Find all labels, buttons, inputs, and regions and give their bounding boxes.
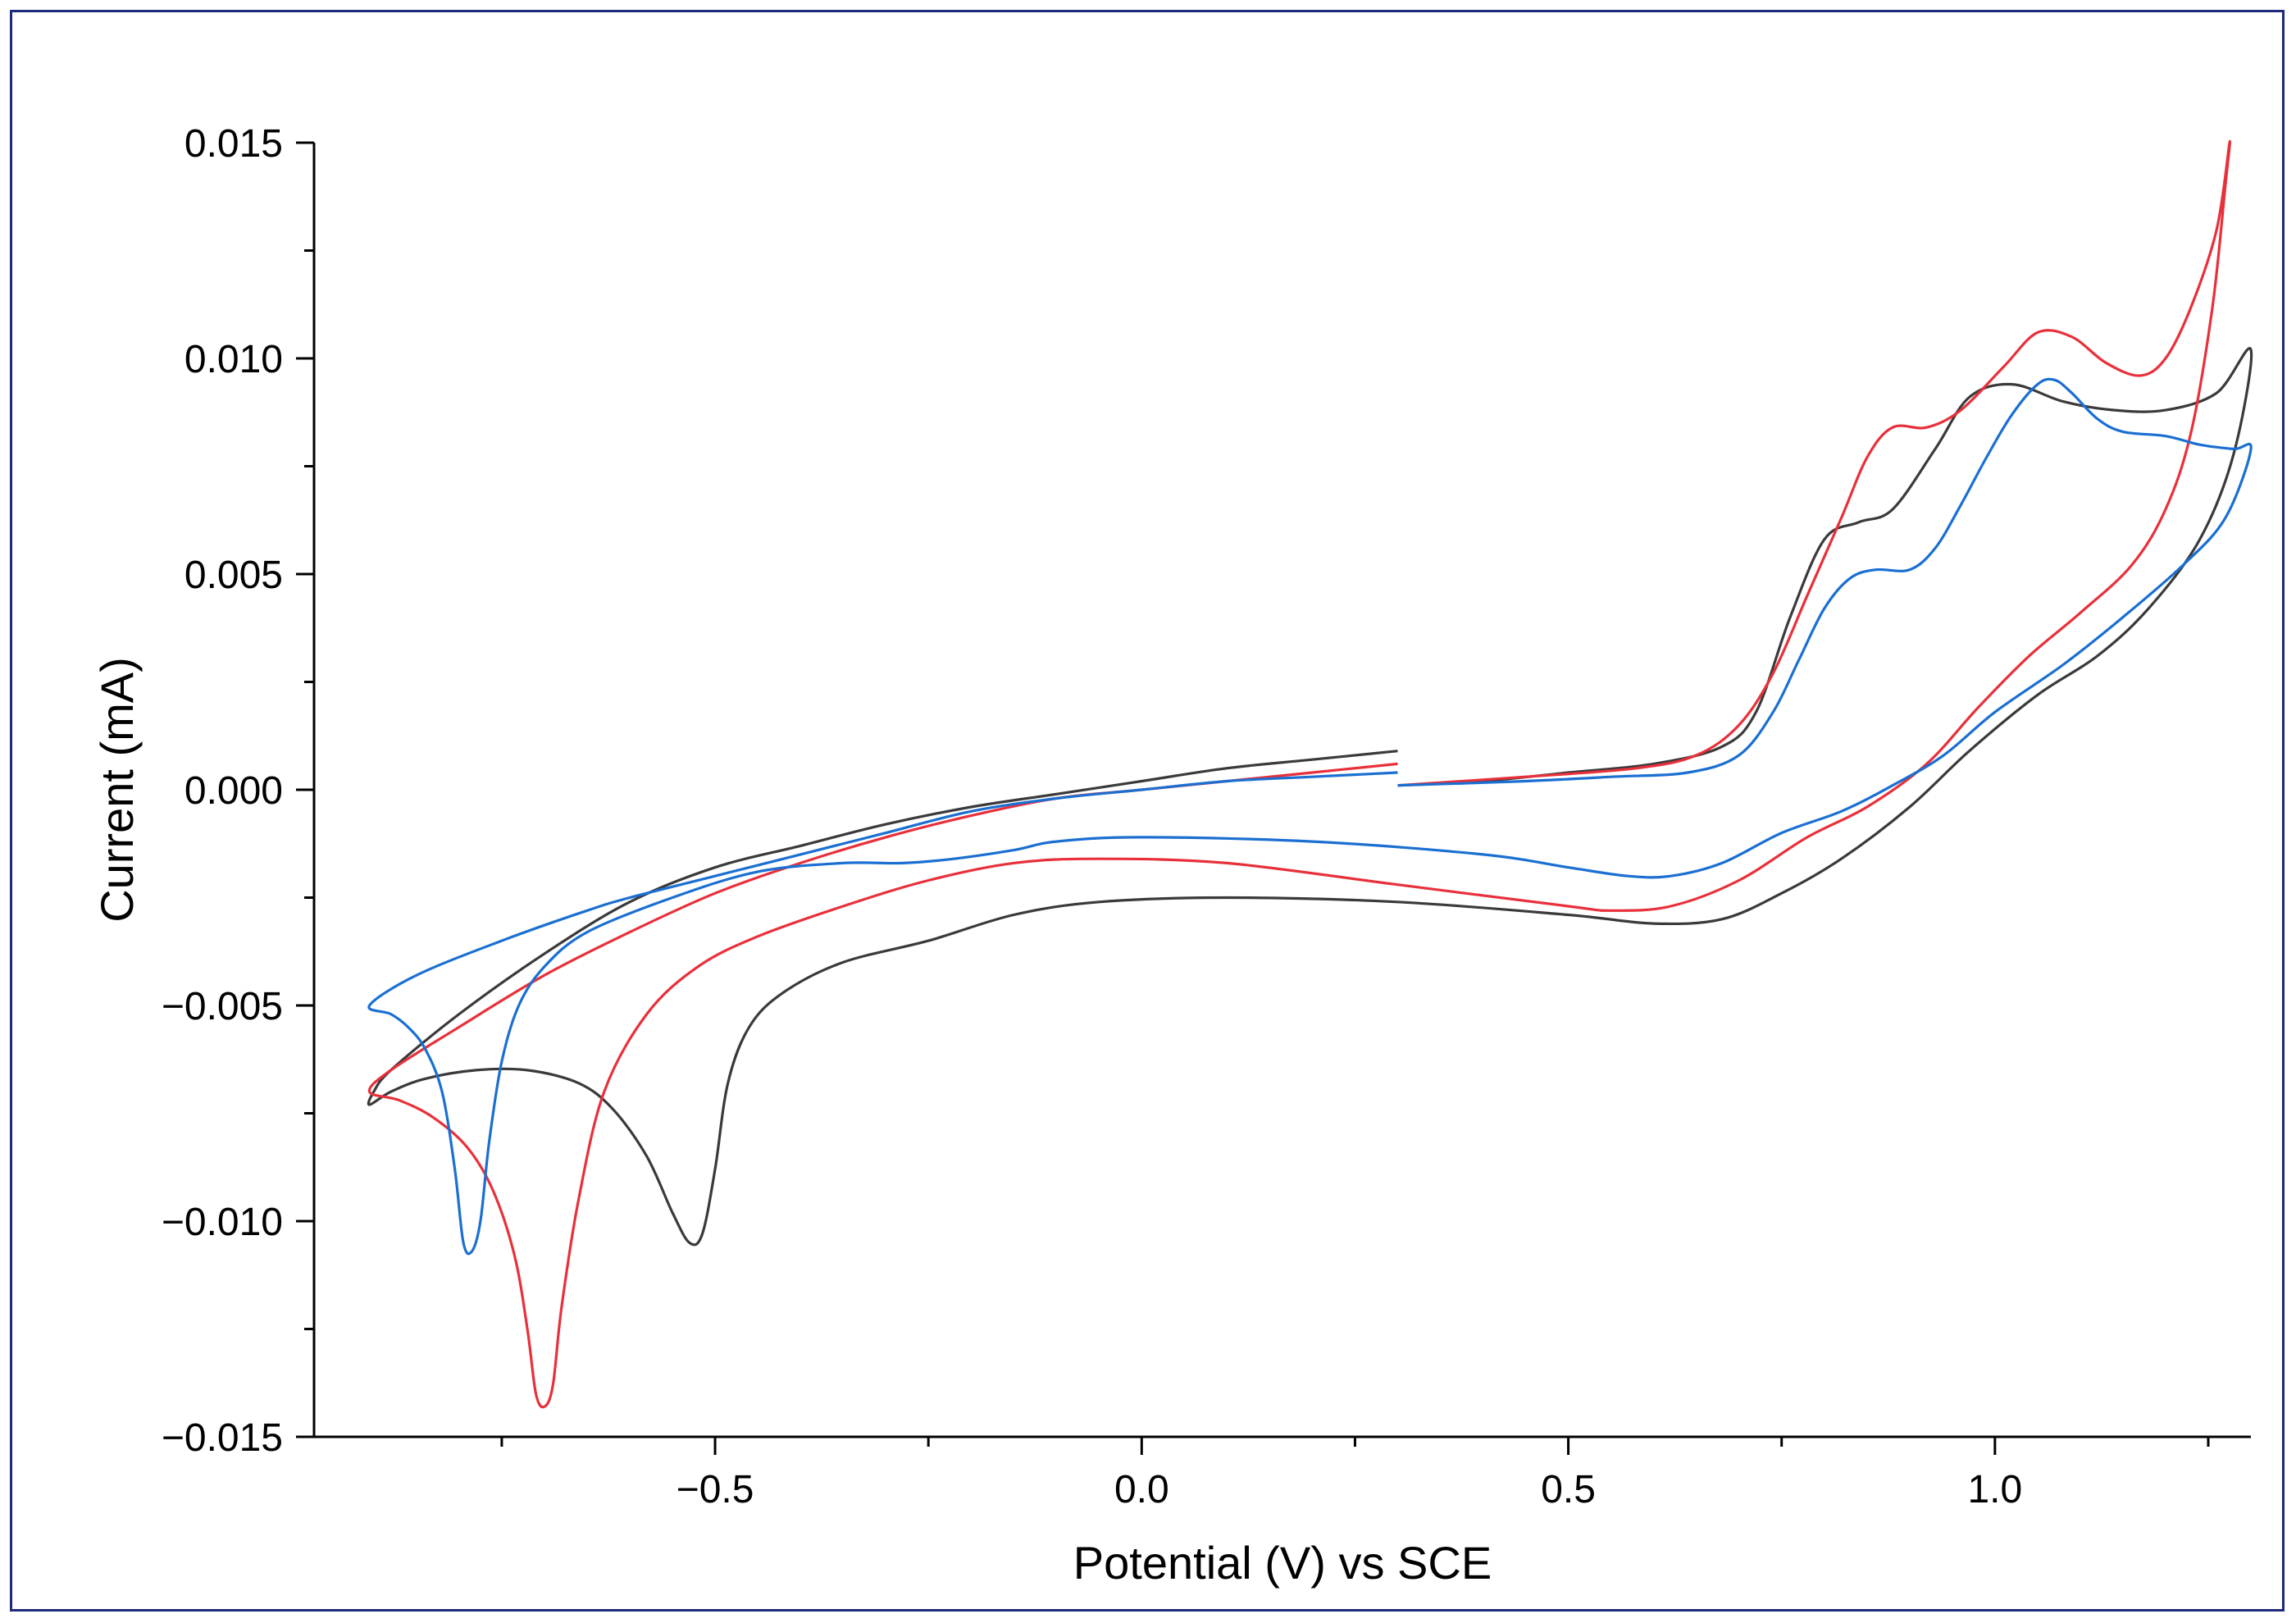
y-tick-label: −0.005 [162,985,283,1028]
x-tick-label: 0.5 [1541,1468,1596,1511]
series-line-black [367,347,2253,1247]
series-line-red [367,139,2232,1409]
y-tick-label: 0.000 [184,769,283,813]
x-tick-label: 1.0 [1967,1468,2022,1511]
x-axis-title: Potential (V) vs SCE [1073,1537,1492,1589]
x-tick-label: 0.0 [1114,1468,1169,1511]
axes-layer [312,143,2251,1438]
series-layer [367,139,2253,1409]
y-tick-label: 0.015 [184,122,283,166]
x-tick-label: −0.5 [676,1468,754,1511]
y-tick-label: −0.010 [162,1201,283,1244]
y-tick-label: −0.015 [162,1416,283,1460]
y-tick-label: 0.005 [184,554,283,597]
ticks-layer: −0.015 −0.010 −0.005 0.000 0.005 0.010 0.015 −0… [162,122,2210,1511]
y-axis-title: Current (mA) [91,657,143,923]
y-tick-label: 0.010 [184,338,283,381]
series-line-blue [367,377,2253,1256]
